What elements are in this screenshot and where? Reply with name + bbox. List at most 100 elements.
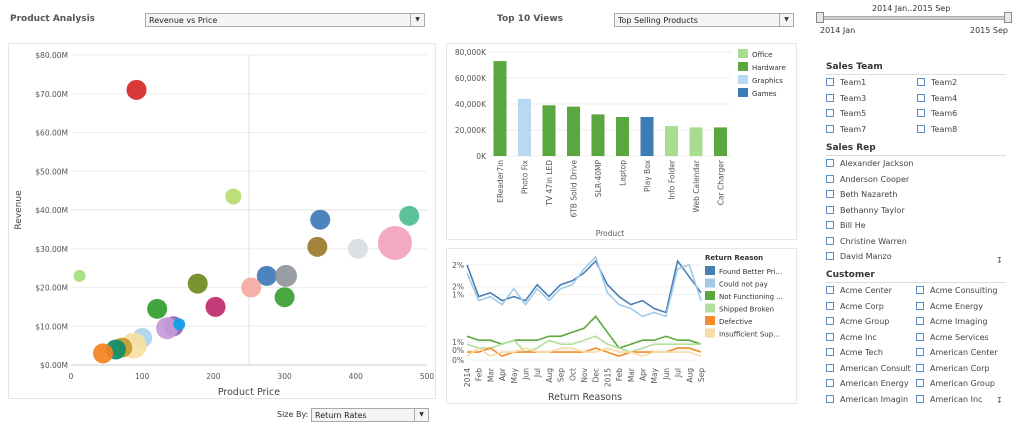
sales-team-checkbox[interactable]: Team3 xyxy=(826,93,866,105)
customer-checkbox[interactable]: Acme Services xyxy=(916,332,989,344)
x-tick-label: May xyxy=(650,367,659,383)
checkbox-label: Team1 xyxy=(840,78,867,87)
checkbox[interactable] xyxy=(916,317,924,325)
checkbox[interactable] xyxy=(917,93,925,102)
y-tick-label: $80.00M xyxy=(35,51,68,60)
legend-label: Found Better Pri... xyxy=(719,268,782,276)
sales-team-checkbox[interactable]: Team7 xyxy=(826,124,866,136)
sales-rep-checkbox[interactable]: Beth Nazareth xyxy=(826,189,897,201)
checkbox[interactable] xyxy=(826,190,834,198)
customer-checkbox[interactable]: Acme Consulting xyxy=(916,285,998,297)
customer-checkbox[interactable]: Acme Tech xyxy=(826,347,883,359)
date-range-track[interactable] xyxy=(820,16,1010,20)
checkbox[interactable] xyxy=(826,93,834,102)
customer-checkbox[interactable]: Acme Inc xyxy=(826,332,877,344)
checkbox[interactable] xyxy=(826,159,834,167)
customer-checkbox[interactable]: Acme Center xyxy=(826,285,892,297)
customer-checkbox[interactable]: Acme Imaging xyxy=(916,316,988,328)
y-tick-label: 1% xyxy=(452,291,464,300)
sales-team-checkbox[interactable]: Team2 xyxy=(917,77,957,89)
checkbox[interactable] xyxy=(916,394,924,403)
y-tick-label: $10.00M xyxy=(35,322,68,331)
checkbox-label: Acme Group xyxy=(840,317,890,326)
scroll-down-icon[interactable]: ↧ xyxy=(996,256,1003,265)
customer-checkbox[interactable]: American Group xyxy=(916,378,995,390)
sales-team-checkbox[interactable]: Team5 xyxy=(826,108,866,120)
y-axis-title: Revenue xyxy=(14,190,24,230)
bar xyxy=(591,114,605,156)
sales-team-checkbox[interactable]: Team6 xyxy=(917,108,957,120)
customer-checkbox[interactable]: Acme Energy xyxy=(916,301,983,313)
x-tick-label: Jun xyxy=(522,368,531,381)
customer-checkbox[interactable]: American Center xyxy=(916,347,998,359)
product-analysis-title: Product Analysis xyxy=(10,14,96,24)
sales-rep-checkbox[interactable]: Alexander Jackson xyxy=(826,158,913,170)
checkbox[interactable] xyxy=(826,348,834,356)
checkbox[interactable] xyxy=(916,286,924,294)
x-tick-label: Aug xyxy=(685,368,694,383)
scatter-point xyxy=(147,298,168,319)
y-tick-label: 80,000K xyxy=(455,48,487,57)
checkbox-label: Acme Imaging xyxy=(930,317,988,326)
customer-checkbox[interactable]: American Consult xyxy=(826,363,911,375)
checkbox[interactable] xyxy=(826,317,834,325)
checkbox[interactable] xyxy=(826,363,834,372)
x-tick-label: 100 xyxy=(135,372,150,381)
legend-swatch xyxy=(738,62,748,71)
scroll-down-icon[interactable]: ↧ xyxy=(996,396,1003,405)
checkbox[interactable] xyxy=(826,124,834,133)
checkbox[interactable] xyxy=(826,174,834,183)
customer-checkbox[interactable]: American Inc xyxy=(916,394,982,406)
scatter-point xyxy=(225,188,242,205)
sales-rep-checkbox[interactable]: Anderson Cooper xyxy=(826,174,909,186)
x-tick-label: Dec xyxy=(592,368,601,383)
legend-title: Return Reason xyxy=(705,254,763,262)
sales-team-checkbox[interactable]: Team1 xyxy=(826,77,866,89)
customer-checkbox[interactable]: Acme Corp xyxy=(826,301,884,313)
x-tick-label: Oct xyxy=(568,368,577,381)
customer-checkbox[interactable]: Acme Group xyxy=(826,316,889,328)
sales-team-checkbox[interactable]: Team4 xyxy=(917,93,957,105)
date-range-end-handle[interactable] xyxy=(1004,12,1012,23)
date-range-start-handle[interactable] xyxy=(816,12,824,23)
sales-rep-checkbox[interactable]: David Manzo xyxy=(826,251,892,263)
checkbox[interactable] xyxy=(826,394,834,403)
checkbox[interactable] xyxy=(826,332,834,341)
customer-checkbox[interactable]: American Corp xyxy=(916,363,989,375)
scatter-view-select[interactable]: Revenue vs Price ▼ xyxy=(145,13,425,27)
checkbox[interactable] xyxy=(826,252,834,260)
checkbox[interactable] xyxy=(916,301,924,310)
sales-rep-checkbox[interactable]: Bill He xyxy=(826,220,866,232)
checkbox[interactable] xyxy=(826,109,834,117)
checkbox[interactable] xyxy=(916,348,924,356)
checkbox[interactable] xyxy=(826,379,834,387)
checkbox[interactable] xyxy=(826,205,834,214)
sales-rep-checkbox[interactable]: Bethanny Taylor xyxy=(826,205,905,217)
top10-view-select-value: Top Selling Products xyxy=(618,16,698,25)
checkbox[interactable] xyxy=(917,109,925,117)
customer-checkbox[interactable]: American Imagin xyxy=(826,394,908,406)
sales-team-checkbox[interactable]: Team8 xyxy=(917,124,957,136)
legend-label: Hardware xyxy=(752,64,786,72)
checkbox[interactable] xyxy=(917,78,925,86)
bar-chart: 0K 20,000K 40,000K 60,000K 80,000K EReader7in… xyxy=(455,48,786,238)
top10-view-select[interactable]: Top Selling Products ▼ xyxy=(614,13,794,27)
size-by-label: Size By: xyxy=(277,410,309,419)
checkbox[interactable] xyxy=(826,236,834,245)
checkbox[interactable] xyxy=(826,286,834,294)
customer-checkbox[interactable]: American Energy xyxy=(826,378,909,390)
x-tick-label: Info Folder xyxy=(668,159,677,200)
sales-rep-checkbox[interactable]: Christine Warren xyxy=(826,236,907,248)
scatter-point xyxy=(241,277,262,298)
chevron-down-icon: ▼ xyxy=(414,409,428,421)
checkbox[interactable] xyxy=(917,124,925,133)
size-by-select[interactable]: Return Rates ▼ xyxy=(311,408,429,422)
checkbox[interactable] xyxy=(916,363,924,372)
checkbox[interactable] xyxy=(826,78,834,86)
checkbox[interactable] xyxy=(826,301,834,310)
checkbox[interactable] xyxy=(916,332,924,341)
checkbox-label: Team6 xyxy=(931,109,958,118)
checkbox[interactable] xyxy=(916,379,924,387)
legend-label: Could not pay xyxy=(719,281,768,289)
checkbox[interactable] xyxy=(826,221,834,229)
